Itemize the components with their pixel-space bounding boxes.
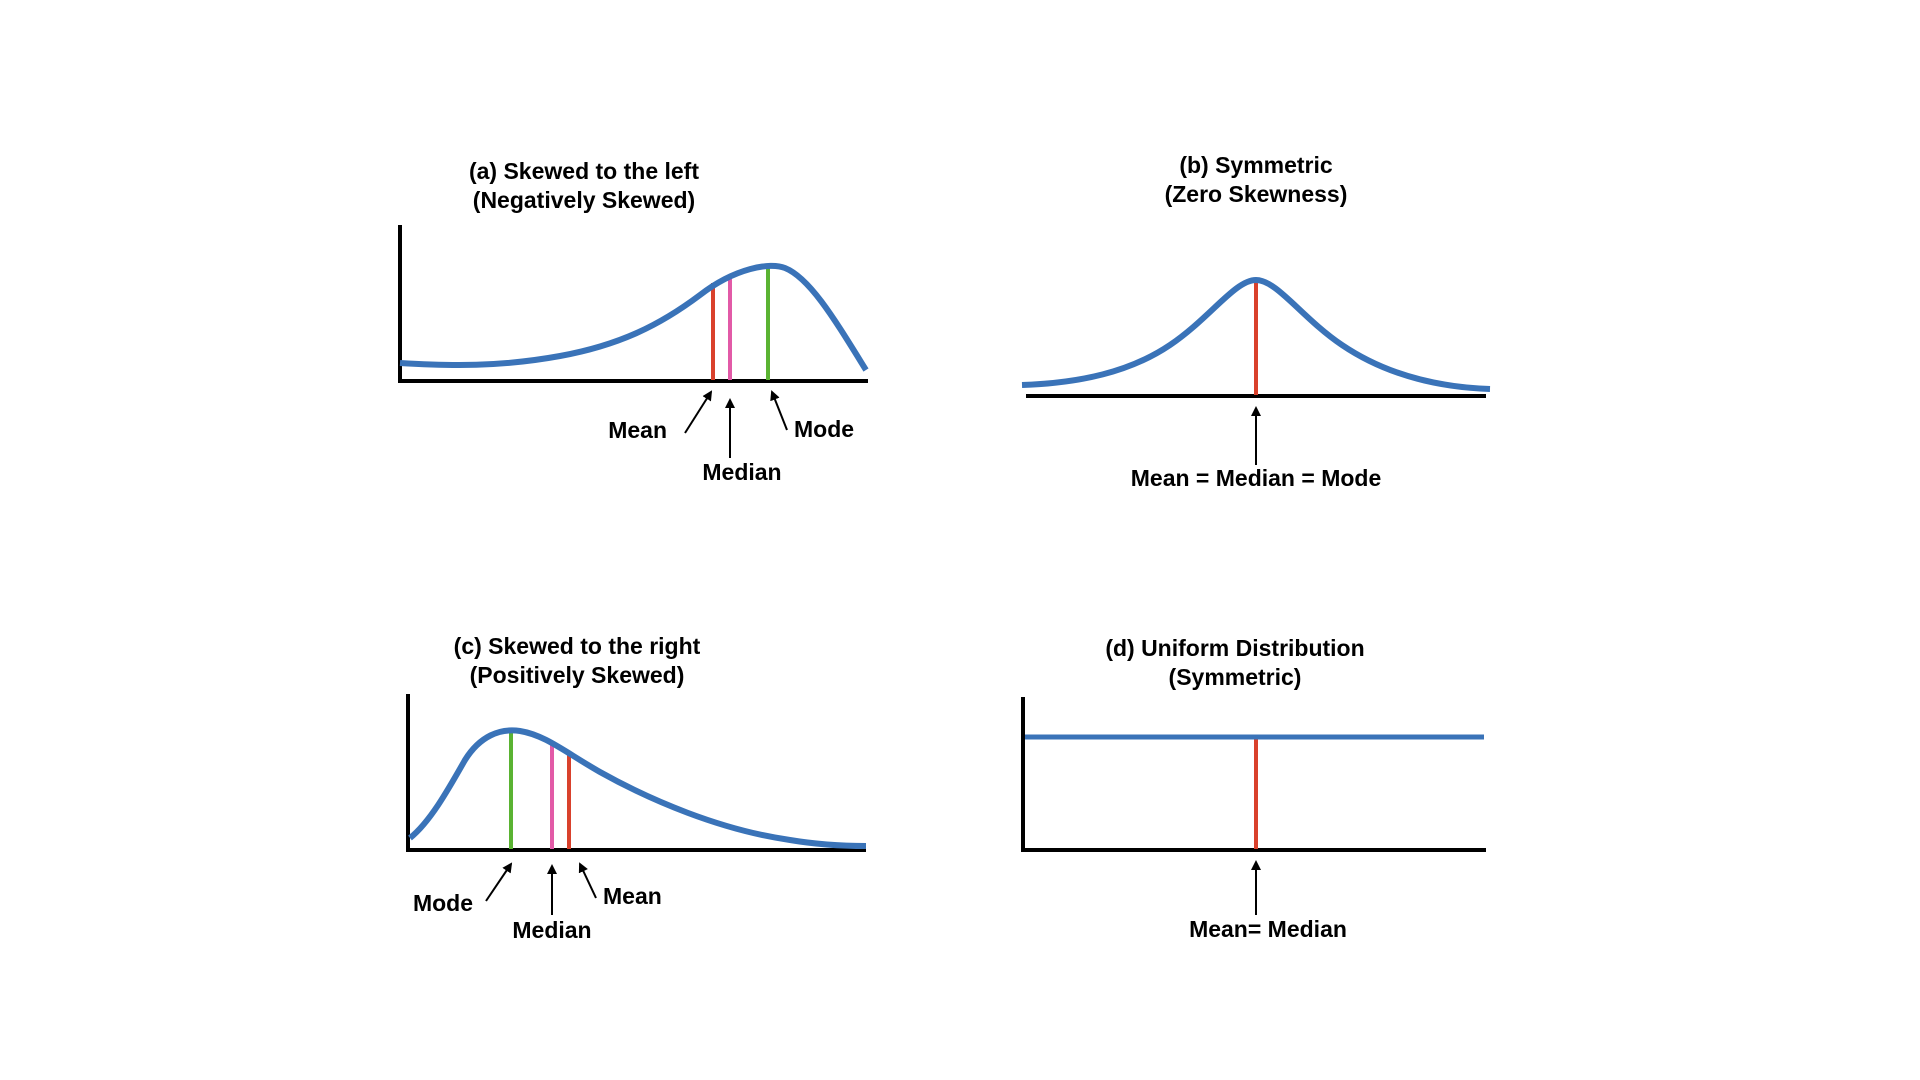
panel-a-mean-label: Mean <box>608 417 667 443</box>
panel-d-title-line1: (d) Uniform Distribution <box>1105 635 1364 661</box>
panel-d-center-label: Mean= Median <box>1189 916 1347 942</box>
panel-c-mode-arrow <box>485 862 513 902</box>
panel-b-symmetric: (b) Symmetric (Zero Skewness) Mean = Med… <box>1021 152 1491 491</box>
panel-a-curve <box>399 262 869 372</box>
panel-d-uniform: (d) Uniform Distribution (Symmetric) Mea… <box>1021 635 1486 942</box>
panel-a-mode-label: Mode <box>794 416 854 442</box>
panel-c-median-label: Median <box>512 917 591 943</box>
panel-c-title-line2: (Positively Skewed) <box>470 662 685 688</box>
panel-b-center-label: Mean = Median = Mode <box>1131 465 1382 491</box>
panel-a-title-line2: (Negatively Skewed) <box>473 187 695 213</box>
panel-c-title-line1: (c) Skewed to the right <box>454 633 701 659</box>
panel-c-mean-arrow <box>578 862 597 899</box>
panel-b-title-line2: (Zero Skewness) <box>1165 181 1348 207</box>
panel-a-median-label: Median <box>702 459 781 485</box>
panel-a-mode-arrow <box>770 390 788 431</box>
panel-b-curve <box>1021 276 1491 392</box>
panel-c-right-skewed: (c) Skewed to the right (Positively Skew… <box>406 633 867 943</box>
panel-c-mean-label: Mean <box>603 883 662 909</box>
panel-a-left-skewed: (a) Skewed to the left (Negatively Skewe… <box>398 158 869 485</box>
panel-d-title-line2: (Symmetric) <box>1169 664 1302 690</box>
panel-b-title-line1: (b) Symmetric <box>1179 152 1333 178</box>
panel-a-title-line1: (a) Skewed to the left <box>469 158 699 184</box>
panel-a-mean-arrow <box>684 390 713 434</box>
panel-c-mode-label: Mode <box>413 890 473 916</box>
panel-c-curve <box>408 727 867 849</box>
